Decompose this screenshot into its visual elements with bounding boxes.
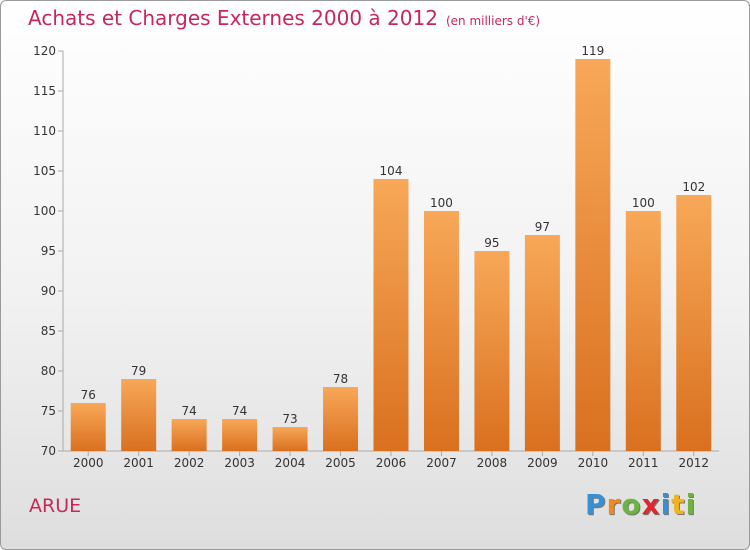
chart-title: Achats et Charges Externes 2000 à 2012 (e…: [28, 6, 540, 30]
y-tick-label: 85: [41, 324, 56, 338]
x-tick-label: 2008: [477, 456, 508, 470]
logo-letter: i: [660, 488, 672, 521]
bar-value-label: 97: [535, 220, 550, 234]
bar-2005: [323, 387, 359, 451]
bar-value-label: 104: [380, 164, 403, 178]
y-tick-label: 75: [41, 404, 56, 418]
y-tick-label: 115: [33, 84, 56, 98]
bar-value-label: 102: [682, 180, 705, 194]
y-tick-label: 95: [41, 244, 56, 258]
y-axis: 70 75 80 85 90 95 100 105 110 115 120: [33, 44, 64, 458]
bar-value-label: 100: [632, 196, 655, 210]
x-tick-label: 2007: [426, 456, 457, 470]
x-tick-label: 2006: [376, 456, 407, 470]
y-tick-label: 110: [33, 124, 56, 138]
bar-2004: [272, 427, 308, 451]
y-tick-label: 80: [41, 364, 56, 378]
bar-value-label: 95: [484, 236, 499, 250]
bar-value-label: 78: [333, 372, 348, 386]
y-tick-label: 70: [41, 444, 56, 458]
bar-value-label: 73: [282, 412, 297, 426]
bar-2011: [625, 211, 661, 451]
bar-2003: [222, 419, 258, 451]
x-tick-label: 2002: [174, 456, 205, 470]
chart-title-text: Achats et Charges Externes 2000 à 2012: [28, 6, 438, 30]
bar-value-label: 119: [581, 44, 604, 58]
logo-letter: P: [585, 488, 607, 521]
x-tick-label: 2004: [275, 456, 306, 470]
chart-subtitle: (en milliers d'€): [445, 14, 541, 28]
bar-2006: [373, 179, 409, 451]
bar-value-label: 79: [131, 364, 146, 378]
proxiti-logo: Proxiti: [585, 488, 696, 521]
bar-2002: [171, 419, 207, 451]
logo-letter: o: [621, 488, 642, 521]
logo-letter: r: [606, 488, 622, 521]
logo-letter: t: [671, 488, 686, 521]
city-name: ARUE: [29, 495, 82, 517]
logo-letter: x: [641, 488, 661, 521]
y-tick-label: 105: [33, 164, 56, 178]
x-tick-label: 2011: [628, 456, 659, 470]
bar-2010: [575, 59, 611, 451]
y-tick-label: 120: [33, 44, 56, 58]
bar-2012: [676, 195, 712, 451]
x-tick-label: 2009: [527, 456, 558, 470]
bar-value-label: 74: [182, 404, 197, 418]
bar-2008: [474, 251, 510, 451]
bar-2007: [423, 211, 459, 451]
bar-value-label: 100: [430, 196, 453, 210]
x-tick-label: 2003: [224, 456, 255, 470]
x-tick-label: 2010: [578, 456, 609, 470]
bar-2001: [121, 379, 157, 451]
x-tick-label: 2001: [123, 456, 154, 470]
x-axis: 2000 2001 2002 2003 2004 2005 2006 2007 2008 2009…: [63, 450, 719, 470]
bar-2000: [70, 403, 106, 451]
x-tick-label: 2005: [325, 456, 356, 470]
bars: 76 79 74 74 73 78 104 100 95 97 119 100 102: [70, 44, 712, 451]
y-tick-label: 100: [33, 204, 56, 218]
bar-value-label: 76: [81, 388, 96, 402]
logo-letter: i: [685, 488, 697, 521]
x-tick-label: 2000: [73, 456, 104, 470]
bar-2009: [524, 235, 560, 451]
x-tick-label: 2012: [678, 456, 709, 470]
y-tick-label: 90: [41, 284, 56, 298]
bar-value-label: 74: [232, 404, 247, 418]
